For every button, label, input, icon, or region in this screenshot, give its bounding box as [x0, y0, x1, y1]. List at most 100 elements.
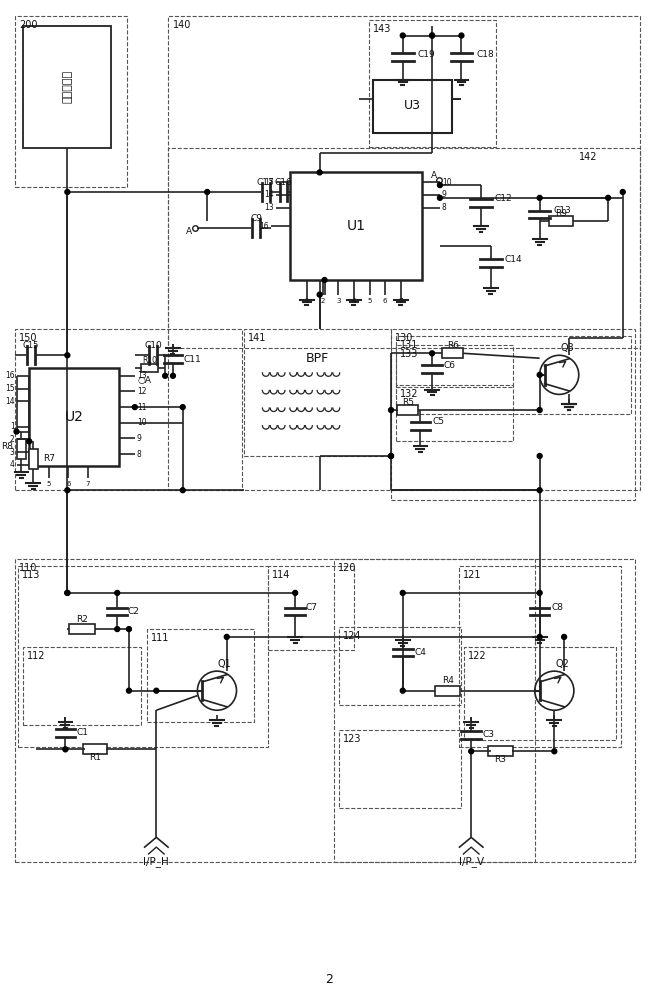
Text: C15: C15: [23, 341, 40, 350]
Text: Q2: Q2: [555, 659, 569, 669]
Text: 131: 131: [400, 340, 418, 350]
Text: C10: C10: [144, 341, 162, 350]
Circle shape: [400, 33, 405, 38]
Text: R9: R9: [555, 209, 567, 218]
Circle shape: [317, 292, 322, 297]
Bar: [460, 566, 621, 747]
Bar: [23, 647, 140, 725]
Circle shape: [65, 190, 70, 194]
Text: 13: 13: [264, 203, 274, 212]
Text: 2: 2: [326, 973, 333, 986]
Text: 112: 112: [27, 651, 46, 661]
Text: 16: 16: [259, 222, 269, 231]
Circle shape: [537, 590, 542, 595]
Text: 4: 4: [10, 460, 14, 469]
Text: I/P_H: I/P_H: [144, 856, 169, 867]
Text: 120: 120: [338, 563, 357, 573]
Text: 外部接收机: 外部接收机: [62, 70, 72, 103]
Circle shape: [65, 590, 70, 595]
Text: C13: C13: [553, 206, 571, 215]
Text: R5: R5: [402, 398, 413, 407]
Circle shape: [224, 634, 229, 639]
Circle shape: [430, 351, 435, 356]
Text: 123: 123: [343, 734, 361, 744]
Text: 3: 3: [336, 298, 341, 304]
Bar: [442, 348, 463, 358]
Text: R2: R2: [76, 615, 88, 624]
Text: 114: 114: [272, 570, 290, 580]
Bar: [29, 368, 119, 466]
Text: 121: 121: [463, 570, 482, 580]
Text: 5: 5: [367, 298, 372, 304]
Circle shape: [400, 590, 405, 595]
Text: 122: 122: [468, 651, 487, 661]
Text: 111: 111: [150, 633, 169, 643]
Bar: [369, 20, 496, 147]
Text: 5: 5: [47, 481, 51, 487]
Text: C5: C5: [432, 417, 444, 426]
Bar: [339, 730, 462, 808]
Text: 142: 142: [578, 152, 597, 162]
Text: 113: 113: [22, 570, 41, 580]
Text: R3: R3: [495, 755, 506, 764]
Bar: [334, 559, 535, 862]
Text: R7: R7: [43, 454, 55, 463]
Circle shape: [389, 408, 393, 412]
Circle shape: [469, 749, 474, 754]
Circle shape: [430, 33, 435, 38]
Circle shape: [133, 405, 137, 410]
Circle shape: [170, 373, 176, 378]
Text: C19: C19: [417, 50, 435, 59]
Text: 8: 8: [442, 203, 447, 212]
Text: 124: 124: [343, 631, 361, 641]
Circle shape: [115, 590, 120, 595]
Bar: [291, 172, 422, 280]
Bar: [18, 566, 268, 747]
Text: 16: 16: [5, 371, 14, 380]
Text: 143: 143: [373, 24, 392, 34]
Circle shape: [205, 190, 210, 194]
Text: 2: 2: [10, 435, 14, 444]
Bar: [168, 148, 640, 348]
Circle shape: [389, 454, 393, 458]
Text: 6: 6: [66, 481, 71, 487]
Text: C17: C17: [257, 178, 275, 187]
Text: 11: 11: [136, 403, 146, 412]
Text: C6: C6: [444, 361, 456, 370]
Text: C2: C2: [128, 607, 140, 616]
Text: 10: 10: [136, 418, 146, 427]
Text: 8: 8: [136, 450, 142, 459]
Text: BPF: BPF: [306, 352, 330, 365]
Text: 12: 12: [136, 387, 146, 396]
Text: 14: 14: [264, 190, 274, 199]
Text: C11: C11: [184, 355, 202, 364]
Circle shape: [537, 488, 542, 493]
Text: 200: 200: [20, 20, 38, 30]
Bar: [397, 405, 419, 415]
Text: 14: 14: [5, 397, 14, 406]
Bar: [29, 449, 38, 469]
Text: U2: U2: [65, 410, 84, 424]
Text: 9: 9: [136, 434, 142, 443]
Text: R10: R10: [142, 356, 157, 365]
Circle shape: [322, 278, 327, 282]
Text: C1: C1: [76, 728, 88, 737]
Circle shape: [537, 195, 542, 200]
Text: C12: C12: [495, 194, 512, 203]
Text: 13: 13: [136, 371, 146, 380]
Circle shape: [127, 627, 131, 632]
Bar: [396, 336, 630, 414]
Text: R6: R6: [447, 341, 459, 350]
Bar: [14, 559, 636, 862]
Text: C3: C3: [483, 730, 495, 739]
Circle shape: [437, 183, 443, 188]
Text: 141: 141: [248, 333, 266, 343]
Circle shape: [14, 429, 19, 434]
Text: 150: 150: [18, 333, 37, 343]
Bar: [268, 566, 354, 650]
Text: Q1: Q1: [218, 659, 231, 669]
Text: R8: R8: [1, 442, 14, 451]
Bar: [488, 746, 513, 756]
Circle shape: [537, 372, 542, 377]
Circle shape: [606, 195, 610, 200]
